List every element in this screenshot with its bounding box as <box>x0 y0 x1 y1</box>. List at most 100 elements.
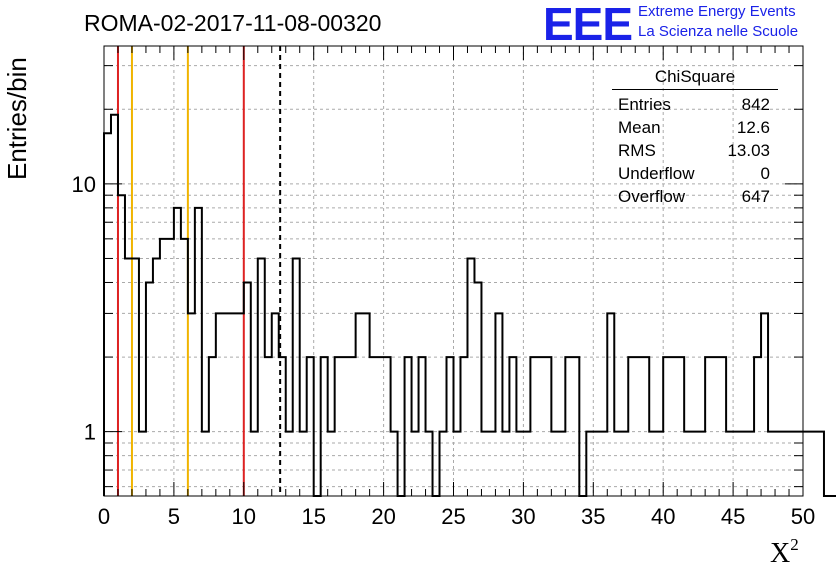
histogram-bin <box>258 258 265 496</box>
y-axis-label: Entries/bin <box>2 57 32 180</box>
stats-label: RMS <box>618 141 656 160</box>
histogram-bin <box>335 357 342 496</box>
histogram-bin <box>356 313 363 496</box>
stats-title: ChiSquare <box>612 67 778 90</box>
stats-row-overflow: Overflow 647 <box>612 185 778 208</box>
histogram-bin <box>216 313 223 496</box>
histogram-bin <box>698 432 705 496</box>
histogram-bin <box>188 313 195 496</box>
stats-value: 13.03 <box>727 141 770 160</box>
histogram-bin <box>460 357 467 496</box>
histogram-bin <box>495 313 502 496</box>
x-tick-label: 40 <box>651 504 675 529</box>
x-tick-label: 30 <box>511 504 535 529</box>
histogram-bin <box>558 432 565 496</box>
stats-value: 0 <box>760 164 770 183</box>
histogram-bin <box>104 133 111 496</box>
histogram-bin <box>544 357 551 496</box>
x-tick-label: 0 <box>98 504 110 529</box>
histogram-bin <box>377 357 384 496</box>
histogram-bin <box>286 432 293 496</box>
histogram-bin <box>467 258 474 496</box>
stats-label: Entries <box>618 95 671 114</box>
stats-value: 647 <box>741 187 770 206</box>
x-tick-label: 45 <box>721 504 745 529</box>
x-tick-label: 25 <box>441 504 465 529</box>
histogram-bin <box>412 432 419 496</box>
histogram-bin <box>719 357 726 496</box>
histogram-bin <box>202 432 209 496</box>
histogram-bin <box>223 313 230 496</box>
histogram-bin <box>321 357 328 496</box>
histogram-bin <box>139 432 146 496</box>
histogram-bin <box>782 432 789 496</box>
eee-logo: EEE Extreme Energy Events La Scienza nel… <box>543 0 833 50</box>
histogram-bin <box>761 313 768 496</box>
histogram-bin <box>384 357 391 496</box>
histogram-bin <box>349 357 356 496</box>
histogram-bin <box>391 432 398 496</box>
histogram-bin <box>656 432 663 496</box>
y-tick-label: 10 <box>72 172 96 197</box>
histogram-bin <box>370 357 377 496</box>
histogram-bin <box>803 432 810 496</box>
histogram-bin <box>642 357 649 496</box>
stats-value: 12.6 <box>736 118 770 137</box>
histogram-bin <box>307 357 314 496</box>
histogram-bin <box>600 432 607 496</box>
x-tick-label: 15 <box>301 504 325 529</box>
chart-title: ROMA-02-2017-11-08-00320 <box>84 10 382 36</box>
histogram-bin <box>132 258 139 496</box>
histogram-bin <box>754 357 761 496</box>
x-axis-label-superscript: 2 <box>790 535 799 554</box>
stats-value: 842 <box>741 95 770 114</box>
stats-box: ChiSquare Entries 842 Mean 12.6 RMS 13.03 U… <box>612 67 778 208</box>
histogram-bin <box>733 432 740 496</box>
histogram-bin <box>481 432 488 496</box>
histogram-bin <box>523 432 530 496</box>
histogram-bin <box>691 432 698 496</box>
x-tick-label: 10 <box>232 504 256 529</box>
histogram-bin <box>621 432 628 496</box>
axis-ticks <box>103 46 804 496</box>
histogram-bin <box>572 357 579 496</box>
tick-labels: 0 5 10 15 20 25 30 35 40 45 50 1 10 <box>72 172 816 529</box>
x-tick-label: 20 <box>371 504 395 529</box>
histogram-bin <box>272 313 279 496</box>
histogram-bin <box>502 432 509 496</box>
histogram-bin <box>279 357 286 496</box>
histogram-bin <box>747 432 754 496</box>
histogram-bin <box>251 432 258 496</box>
histogram-bin <box>586 432 593 496</box>
histogram-bin <box>817 432 824 496</box>
histogram-bin <box>474 282 481 496</box>
histogram-bin <box>237 313 244 496</box>
x-tick-label: 50 <box>791 504 815 529</box>
histogram-bin <box>705 357 712 496</box>
histogram-bin <box>153 258 160 496</box>
stats-row-rms: RMS 13.03 <box>612 139 778 162</box>
histogram-bin <box>195 208 202 496</box>
stats-row-entries: Entries 842 <box>612 93 778 116</box>
histogram-bin <box>244 282 251 496</box>
histogram-bin <box>530 357 537 496</box>
histogram-bin <box>768 432 775 496</box>
histogram-outline <box>103 113 836 497</box>
x-tick-label: 5 <box>168 504 180 529</box>
histogram-bin <box>551 432 558 496</box>
histogram-bin <box>125 258 132 496</box>
histogram-bin <box>614 432 621 496</box>
histogram-bin <box>628 357 635 496</box>
histogram-bin <box>405 357 412 496</box>
histogram-bin <box>118 195 125 496</box>
stats-row-underflow: Underflow 0 <box>612 162 778 185</box>
histogram-series <box>103 113 836 497</box>
histogram-bin <box>447 357 454 496</box>
histogram-bin <box>565 357 572 496</box>
histogram-bin <box>167 239 174 496</box>
histogram-bin <box>712 357 719 496</box>
y-tick-label: 1 <box>84 420 96 445</box>
histogram-bin <box>775 432 782 496</box>
x-axis-label: X2 <box>770 535 799 570</box>
